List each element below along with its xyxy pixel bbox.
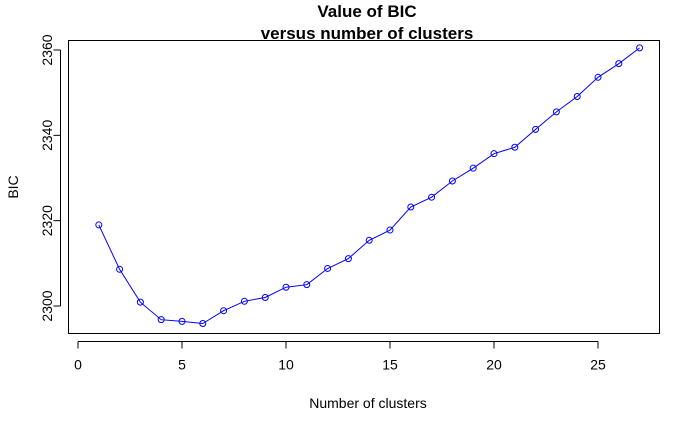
data-point xyxy=(220,307,228,315)
data-point xyxy=(511,143,519,151)
data-point xyxy=(344,255,352,263)
data-point xyxy=(469,164,477,172)
x-tick-label: 20 xyxy=(486,357,502,373)
x-tick-label: 15 xyxy=(382,357,398,373)
y-axis: 2300 2320 2340 2360 xyxy=(39,34,61,322)
y-tick-label: 2360 xyxy=(39,34,55,65)
series-line xyxy=(98,47,640,325)
data-point xyxy=(365,236,373,244)
data-point xyxy=(490,150,498,158)
chart-title: Value of BIC xyxy=(317,2,416,21)
y-tick-label: 2340 xyxy=(39,120,55,151)
data-point xyxy=(95,221,103,229)
data-point xyxy=(240,297,248,305)
data-point xyxy=(282,283,290,291)
data-point xyxy=(573,93,581,101)
data-point xyxy=(552,108,560,116)
y-tick-label: 2300 xyxy=(39,290,55,321)
x-tick-label: 25 xyxy=(590,357,606,373)
x-axis: 0 5 10 15 20 25 xyxy=(74,341,606,373)
data-point xyxy=(448,177,456,185)
x-tick-label: 10 xyxy=(278,357,294,373)
x-tick-label: 0 xyxy=(74,357,82,373)
data-point xyxy=(428,193,436,201)
x-tick-label: 5 xyxy=(178,357,186,373)
data-point xyxy=(324,264,332,272)
data-point xyxy=(136,298,144,306)
data-point xyxy=(532,125,540,133)
bic-series xyxy=(95,44,644,327)
data-point xyxy=(386,226,394,234)
data-point xyxy=(594,73,602,81)
data-point xyxy=(303,281,311,289)
data-point xyxy=(178,317,186,325)
y-tick-label: 2320 xyxy=(39,205,55,236)
data-point xyxy=(157,316,165,324)
data-point xyxy=(407,203,415,211)
data-point xyxy=(116,265,124,273)
data-point xyxy=(636,44,644,52)
data-point xyxy=(261,293,269,301)
data-point xyxy=(199,319,207,327)
y-axis-label: BIC xyxy=(5,175,21,198)
data-point xyxy=(615,60,623,68)
plot-area xyxy=(68,40,660,334)
x-axis-label: Number of clusters xyxy=(309,395,426,411)
chart-subtitle: versus number of clusters xyxy=(261,24,474,43)
